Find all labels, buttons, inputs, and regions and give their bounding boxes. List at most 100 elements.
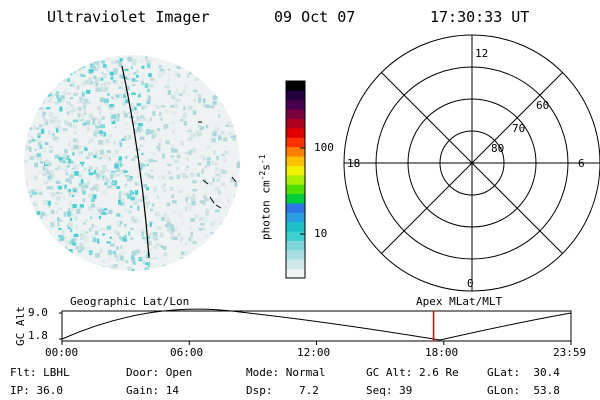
emission-speckle (42, 147, 47, 153)
emission-speckle (101, 116, 105, 120)
color-scale-segment (286, 137, 305, 148)
emission-speckle (215, 265, 220, 271)
emission-speckle (198, 97, 202, 103)
emission-speckle (235, 241, 238, 245)
color-scale-segment (286, 99, 305, 110)
emission-speckle (112, 251, 117, 255)
emission-speckle (52, 133, 55, 137)
emission-speckle (54, 60, 58, 66)
emission-speckle (227, 74, 231, 77)
emission-speckle (58, 75, 63, 78)
emission-speckle (95, 87, 100, 92)
emission-speckle (105, 55, 110, 59)
emission-speckle (42, 57, 47, 61)
emission-speckle (69, 207, 73, 212)
emission-speckle (145, 262, 149, 265)
emission-speckle (136, 69, 139, 74)
emission-speckle (208, 239, 213, 243)
emission-speckle (123, 99, 129, 104)
emission-speckle (191, 201, 196, 206)
emission-speckle (50, 250, 56, 255)
emission-speckle (24, 58, 27, 63)
emission-speckle (66, 78, 71, 83)
emission-speckle (212, 78, 215, 83)
emission-speckle (97, 117, 102, 122)
emission-speckle (69, 83, 75, 87)
emission-speckle (205, 104, 210, 109)
emission-speckle (37, 132, 41, 136)
emission-speckle (139, 144, 144, 148)
emission-speckle (68, 192, 71, 197)
emission-speckle (101, 190, 107, 195)
emission-speckle (165, 224, 169, 227)
emission-speckle (222, 84, 227, 87)
emission-speckle (119, 237, 123, 241)
emission-speckle (197, 123, 201, 128)
emission-speckle (213, 172, 217, 177)
emission-speckle (233, 86, 237, 91)
emission-speckle (212, 100, 217, 105)
emission-speckle (33, 225, 37, 229)
emission-speckle (192, 180, 197, 184)
emission-speckle (119, 214, 125, 219)
emission-speckle (232, 137, 236, 141)
emission-speckle (128, 77, 134, 82)
emission-speckle (71, 80, 76, 85)
emission-speckle (28, 231, 34, 236)
emission-speckle (25, 203, 30, 208)
emission-speckle (133, 58, 138, 63)
emission-speckle (26, 245, 31, 249)
emission-speckle (59, 191, 64, 195)
emission-speckle (88, 193, 93, 198)
emission-speckle (198, 228, 203, 231)
emission-speckle (102, 175, 106, 178)
emission-speckle (116, 168, 120, 172)
emission-speckle (141, 231, 144, 236)
info-seq: Seq: 39 (366, 384, 413, 397)
emission-speckle (217, 89, 221, 94)
emission-speckle (149, 84, 154, 88)
emission-speckle (148, 240, 152, 246)
color-scale-segment (286, 127, 305, 138)
emission-speckle (226, 108, 229, 111)
emission-speckle (170, 224, 174, 229)
emission-speckle (230, 70, 235, 73)
emission-speckle (230, 86, 235, 92)
emission-speckle (82, 122, 87, 126)
emission-speckle (38, 70, 43, 75)
emission-speckle (90, 63, 95, 68)
emission-speckle (57, 221, 60, 227)
emission-speckle (238, 198, 240, 202)
emission-speckle (130, 66, 133, 70)
emission-speckle (61, 98, 64, 103)
emission-speckle (63, 66, 68, 71)
emission-speckle (190, 218, 195, 223)
emission-speckle (228, 220, 233, 225)
emission-speckle (107, 108, 113, 111)
emission-speckle (29, 147, 32, 152)
emission-speckle (81, 187, 84, 192)
emission-speckle (173, 236, 178, 241)
emission-speckle (88, 140, 91, 144)
emission-speckle (202, 156, 206, 160)
emission-speckle (212, 131, 217, 137)
emission-speckle (131, 92, 136, 95)
emission-speckle (152, 203, 155, 207)
emission-speckle (221, 61, 225, 65)
emission-speckle (85, 120, 91, 125)
emission-speckle (167, 226, 170, 231)
color-scale-segment (286, 156, 305, 166)
emission-speckle (109, 264, 112, 269)
color-scale-segment (286, 81, 305, 91)
emission-speckle (53, 270, 59, 271)
emission-speckle (147, 257, 152, 262)
emission-speckle (38, 80, 44, 83)
emission-speckle (64, 256, 69, 260)
emission-speckle (49, 115, 53, 120)
emission-speckle (72, 267, 76, 271)
emission-speckle (219, 172, 222, 175)
emission-speckle (144, 172, 148, 176)
emission-speckle (34, 200, 38, 205)
emission-speckle (138, 123, 143, 127)
emission-speckle (233, 88, 236, 92)
